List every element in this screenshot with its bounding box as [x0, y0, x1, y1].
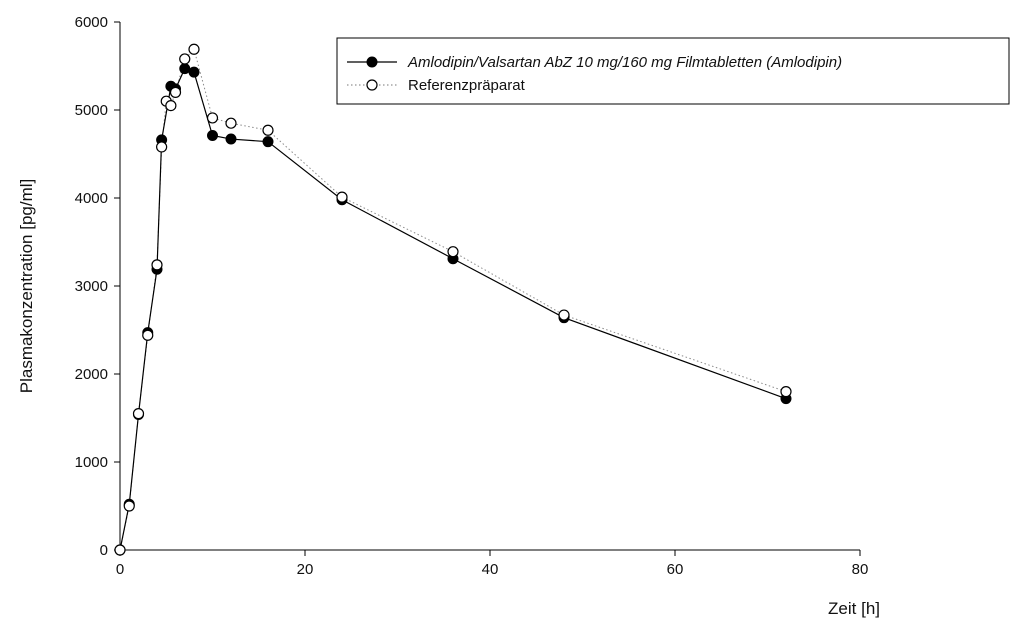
- series-1-point: [207, 130, 218, 142]
- series-2-point: [558, 309, 570, 321]
- y-tick-label: 6000: [75, 14, 108, 31]
- series-1-point: [188, 66, 200, 78]
- series-2-point: [188, 43, 200, 55]
- series-2-point: [156, 141, 168, 153]
- x-tick-label: 40: [482, 561, 499, 578]
- series-2-point: [336, 191, 348, 203]
- series-2-point: [225, 117, 237, 129]
- series-layer: [114, 43, 792, 556]
- legend-box: [336, 37, 1010, 105]
- y-ticks: 0 1000 2000 3000 4000 5000 6000: [75, 14, 120, 559]
- y-tick-label: 0: [100, 542, 108, 559]
- x-ticks: 0 20 40 60 80: [116, 550, 869, 578]
- x-tick-label: 80: [852, 561, 869, 578]
- y-tick-label: 5000: [75, 102, 108, 119]
- series-2-point: [151, 259, 163, 271]
- series-2-point: [447, 246, 459, 258]
- series-2-point: [132, 408, 145, 420]
- series-2-point: [179, 53, 191, 65]
- legend-marker-series-1: [366, 56, 378, 68]
- series-line-1: [119, 67, 787, 551]
- y-tick-label: 2000: [75, 366, 108, 383]
- series-2-point: [165, 99, 177, 112]
- series-2-point: [114, 544, 126, 556]
- y-tick-label: 3000: [75, 278, 108, 295]
- x-tick-label: 60: [667, 561, 684, 578]
- series-1-point: [262, 136, 274, 148]
- series-2-point: [780, 386, 792, 398]
- legend-label-series-2: Referenzpräparat: [408, 77, 526, 94]
- series-line-2: [119, 48, 787, 551]
- legend-marker-series-2: [366, 79, 378, 91]
- y-tick-label: 4000: [75, 190, 108, 207]
- x-axis-title: Zeit [h]: [828, 599, 880, 618]
- x-tick-label: 0: [116, 561, 124, 578]
- series-2-point: [142, 329, 154, 341]
- legend-label-series-1: Amlodipin/Valsartan AbZ 10 mg/160 mg Fil…: [407, 54, 842, 71]
- series-2-point: [262, 124, 274, 136]
- y-tick-label: 1000: [75, 454, 108, 471]
- series-2-point: [206, 112, 219, 124]
- series-2-point: [123, 500, 135, 512]
- x-tick-label: 20: [297, 561, 314, 578]
- series-1-point: [225, 133, 237, 145]
- series-2-point: [169, 86, 182, 99]
- y-axis-title: Plasmakonzentration [pg/ml]: [17, 179, 36, 394]
- legend: Amlodipin/Valsartan AbZ 10 mg/160 mg Fil…: [336, 37, 1010, 105]
- series-1-point: [179, 63, 191, 75]
